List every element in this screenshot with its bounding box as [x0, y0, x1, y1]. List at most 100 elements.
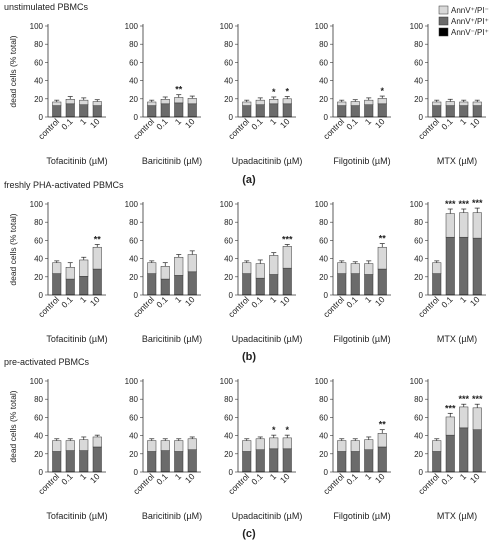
bar-segment — [459, 212, 469, 238]
legend-label: AnnV⁺/PI⁺ — [451, 17, 489, 26]
significance-label: * — [272, 87, 276, 97]
bar-segment — [187, 438, 197, 450]
bar-segment — [377, 446, 387, 472]
bar-segment — [92, 246, 102, 270]
y-tick-label: 40 — [34, 77, 43, 86]
legend-swatch — [438, 27, 449, 37]
y-tick-label: 60 — [224, 58, 233, 67]
bar-segment — [255, 277, 265, 295]
bar-segment — [147, 101, 157, 106]
bar-segment — [350, 440, 360, 452]
bar-segment — [282, 267, 292, 295]
bar-segment — [187, 449, 197, 472]
subplot: 020406080100control0.1*1*10Upadacitinib … — [220, 22, 303, 166]
y-tick-label: 100 — [220, 22, 234, 31]
y-tick-label: 40 — [414, 255, 423, 264]
bar-segment — [377, 246, 387, 270]
y-tick-label: 60 — [129, 236, 138, 245]
x-tick-label: 0.1 — [59, 116, 75, 132]
y-tick-label: 60 — [34, 413, 43, 422]
bar-segment — [147, 262, 157, 274]
x-axis-label: Upadacitinib (µM) — [232, 156, 303, 166]
y-tick-label: 100 — [410, 377, 424, 386]
bar-segment — [432, 451, 442, 472]
panel-c: pre-activated PBMCs (c) dead cells (% tota… — [4, 357, 486, 540]
y-tick-label: 100 — [30, 200, 44, 209]
y-tick-label: 80 — [224, 395, 233, 404]
y-tick-label: 60 — [319, 236, 328, 245]
y-tick-label: 100 — [315, 200, 329, 209]
bar-segment — [350, 105, 360, 117]
y-tick-label: 80 — [34, 218, 43, 227]
y-tick-label: 60 — [414, 413, 423, 422]
y-tick-label: 60 — [129, 413, 138, 422]
x-tick-label: 0.1 — [154, 294, 170, 310]
bar-segment — [160, 278, 170, 295]
y-tick-label: 20 — [319, 273, 328, 282]
x-tick-label: 10 — [373, 294, 387, 308]
x-axis-label: Filgotinib (µM) — [333, 334, 390, 344]
bar-segment — [65, 440, 75, 451]
bar-segment — [432, 101, 442, 106]
bar-segment — [445, 213, 455, 238]
subplot: 020406080100control0.1*1*10Upadacitinib … — [220, 377, 303, 521]
y-tick-label: 40 — [34, 432, 43, 441]
y-axis-label: dead cells (% total) — [8, 390, 18, 462]
bar-segment — [282, 98, 292, 105]
significance-label: * — [285, 87, 289, 97]
bar-segment — [174, 451, 184, 472]
y-tick-label: 100 — [315, 377, 329, 386]
bar-segment — [92, 268, 102, 295]
y-tick-label: 20 — [34, 95, 43, 104]
x-tick-label: 1 — [268, 294, 279, 305]
bar-segment — [242, 440, 252, 452]
bar-segment — [364, 263, 374, 275]
y-tick-label: 100 — [30, 22, 44, 31]
panel-label: (a) — [242, 174, 256, 186]
bar-segment — [160, 103, 170, 117]
bar-segment — [255, 263, 265, 279]
x-tick-label: 1 — [173, 116, 184, 127]
y-tick-label: 40 — [319, 255, 328, 264]
x-tick-label: 10 — [88, 294, 102, 308]
significance-label: *** — [458, 394, 469, 404]
bar-segment — [187, 98, 197, 105]
x-tick-label: 10 — [373, 116, 387, 130]
bar-segment — [282, 437, 292, 450]
x-tick-label: 1 — [268, 116, 279, 127]
y-tick-label: 80 — [129, 40, 138, 49]
bar-segment — [92, 446, 102, 472]
y-tick-label: 20 — [414, 450, 423, 459]
y-tick-label: 40 — [129, 255, 138, 264]
bar-segment — [187, 103, 197, 117]
bar-segment — [174, 275, 184, 295]
bar-segment — [350, 273, 360, 295]
y-tick-label: 100 — [125, 200, 139, 209]
x-axis-label: Tofacitinib (µM) — [46, 156, 107, 166]
bar-segment — [147, 440, 157, 452]
bar-segment — [364, 104, 374, 117]
y-tick-label: 60 — [129, 58, 138, 67]
bar-segment — [147, 273, 157, 295]
x-tick-label: 10 — [278, 116, 292, 130]
y-tick-label: 0 — [324, 291, 329, 300]
y-tick-label: 0 — [39, 291, 44, 300]
x-tick-label: 0.1 — [249, 294, 265, 310]
bar-segment — [160, 450, 170, 472]
bar-segment — [432, 262, 442, 274]
bar-segment — [92, 105, 102, 117]
bar-segment — [269, 437, 279, 450]
bar-segment — [445, 434, 455, 472]
y-tick-label: 80 — [224, 40, 233, 49]
x-tick-label: 0.1 — [59, 294, 75, 310]
y-tick-label: 100 — [410, 200, 424, 209]
bar-segment — [377, 103, 387, 117]
bar-segment — [242, 101, 252, 106]
bar-segment — [282, 448, 292, 472]
y-tick-label: 100 — [220, 200, 234, 209]
x-axis-label: Upadacitinib (µM) — [232, 511, 303, 521]
